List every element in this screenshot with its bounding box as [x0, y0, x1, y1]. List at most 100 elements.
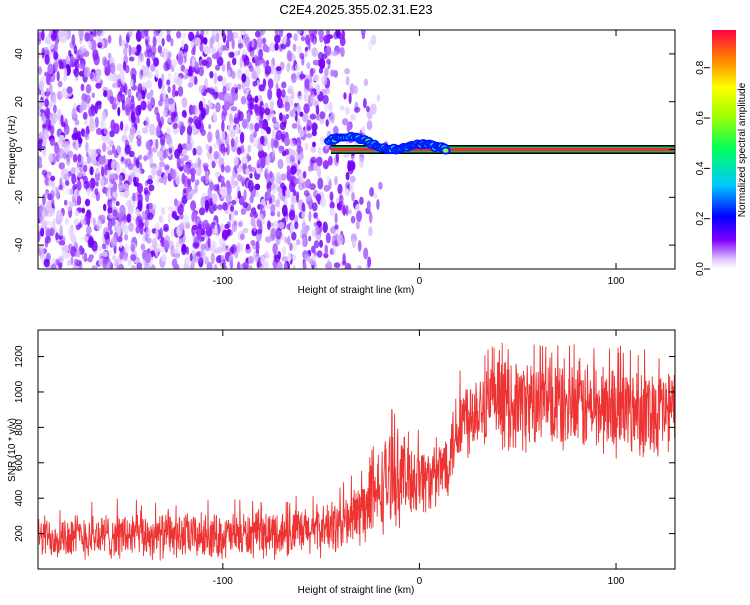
noise-speck	[76, 249, 81, 258]
noise-speck	[53, 30, 59, 35]
noise-speck	[95, 167, 100, 175]
noise-speck	[299, 73, 306, 79]
noise-speck	[281, 89, 286, 98]
noise-speck	[128, 222, 134, 232]
noise-speck	[111, 144, 116, 154]
noise-speck	[64, 180, 70, 186]
noise-speck	[230, 87, 237, 97]
noise-speck	[130, 67, 137, 79]
noise-speck	[308, 72, 313, 84]
noise-speck	[153, 57, 160, 67]
noise-speck	[151, 166, 157, 176]
noise-speck	[105, 146, 111, 152]
noise-speck	[227, 81, 233, 89]
noise-speck	[233, 210, 238, 216]
noise-speck	[162, 109, 167, 118]
noise-speck	[136, 262, 143, 269]
noise-speck	[291, 254, 296, 261]
noise-speck	[85, 84, 92, 94]
noise-speck	[149, 123, 156, 136]
noise-speck	[167, 86, 171, 94]
noise-speck	[322, 94, 329, 105]
noise-speck	[130, 111, 136, 124]
noise-speck	[277, 261, 283, 269]
noise-speck	[58, 184, 63, 191]
noise-speck	[142, 231, 146, 243]
noise-speck	[335, 151, 339, 164]
noise-speck	[159, 51, 165, 58]
noise-speck	[121, 99, 126, 111]
noise-speck	[287, 235, 291, 246]
noise-speck	[243, 189, 247, 201]
noise-speck	[123, 47, 128, 56]
noise-speck	[41, 169, 48, 176]
y-tick-label: 400	[14, 489, 25, 506]
noise-speck	[271, 148, 276, 160]
noise-speck	[339, 105, 345, 111]
y-tick-label: 20	[14, 96, 25, 108]
noise-speck	[286, 63, 291, 72]
noise-speck	[319, 111, 326, 120]
noise-speck	[138, 221, 145, 229]
noise-speck	[233, 113, 239, 123]
noise-speck	[41, 47, 45, 59]
noise-speck	[83, 130, 89, 138]
noise-speck	[66, 260, 71, 266]
noise-speck	[52, 218, 56, 230]
snr-y-ticks: 200 400 600 800 1000 1200	[14, 345, 675, 542]
noise-speck	[138, 154, 143, 160]
y-tick-label: 0	[14, 146, 25, 152]
noise-speck	[119, 250, 124, 260]
noise-speck	[298, 175, 303, 185]
noise-speck	[245, 86, 251, 93]
x-tick-label: 0	[417, 276, 423, 287]
noise-speck	[284, 137, 290, 147]
noise-speck	[124, 244, 130, 254]
noise-speck	[220, 163, 225, 173]
noise-speck	[342, 204, 346, 217]
noise-speck	[101, 166, 105, 177]
noise-speck	[363, 98, 367, 109]
noise-speck	[209, 37, 214, 49]
noise-speck	[63, 67, 68, 78]
noise-speck	[296, 30, 303, 35]
colorbar-tick-label: 0.4	[695, 161, 706, 175]
noise-speck	[115, 201, 120, 207]
noise-speck	[299, 52, 305, 60]
noise-speck	[53, 152, 57, 165]
noise-speck	[123, 183, 129, 191]
noise-speck	[150, 63, 156, 72]
noise-speck	[96, 219, 103, 231]
noise-speck	[370, 34, 377, 46]
noise-speck	[242, 261, 249, 269]
noise-speck	[335, 30, 341, 38]
noise-speck	[302, 171, 307, 179]
noise-speck	[241, 49, 248, 55]
noise-speck	[165, 244, 170, 251]
noise-speck	[65, 55, 70, 65]
colorbar-tick-label: 0.2	[695, 211, 706, 225]
noise-speck	[316, 166, 322, 178]
noise-speck	[310, 145, 317, 153]
noise-speck	[133, 156, 137, 167]
noise-speck	[348, 92, 352, 105]
noise-speck	[220, 186, 227, 197]
noise-speck	[200, 196, 205, 209]
noise-speck	[74, 119, 80, 126]
noise-speck	[57, 80, 63, 88]
noise-speck	[48, 152, 54, 163]
y-tick-label: 200	[14, 525, 25, 542]
noise-speck	[325, 45, 332, 56]
snr-y-label: SNR (10 * v/v)	[7, 418, 18, 482]
noise-speck	[54, 145, 61, 155]
noise-speck	[257, 204, 264, 210]
noise-speck	[325, 87, 331, 95]
noise-speck	[150, 89, 154, 97]
noise-speck	[69, 233, 75, 242]
noise-speck	[117, 106, 121, 117]
noise-speck	[107, 52, 112, 60]
noise-speck	[201, 227, 206, 235]
noise-speck	[107, 74, 114, 81]
snr-series	[38, 342, 675, 561]
noise-speck	[309, 113, 317, 120]
